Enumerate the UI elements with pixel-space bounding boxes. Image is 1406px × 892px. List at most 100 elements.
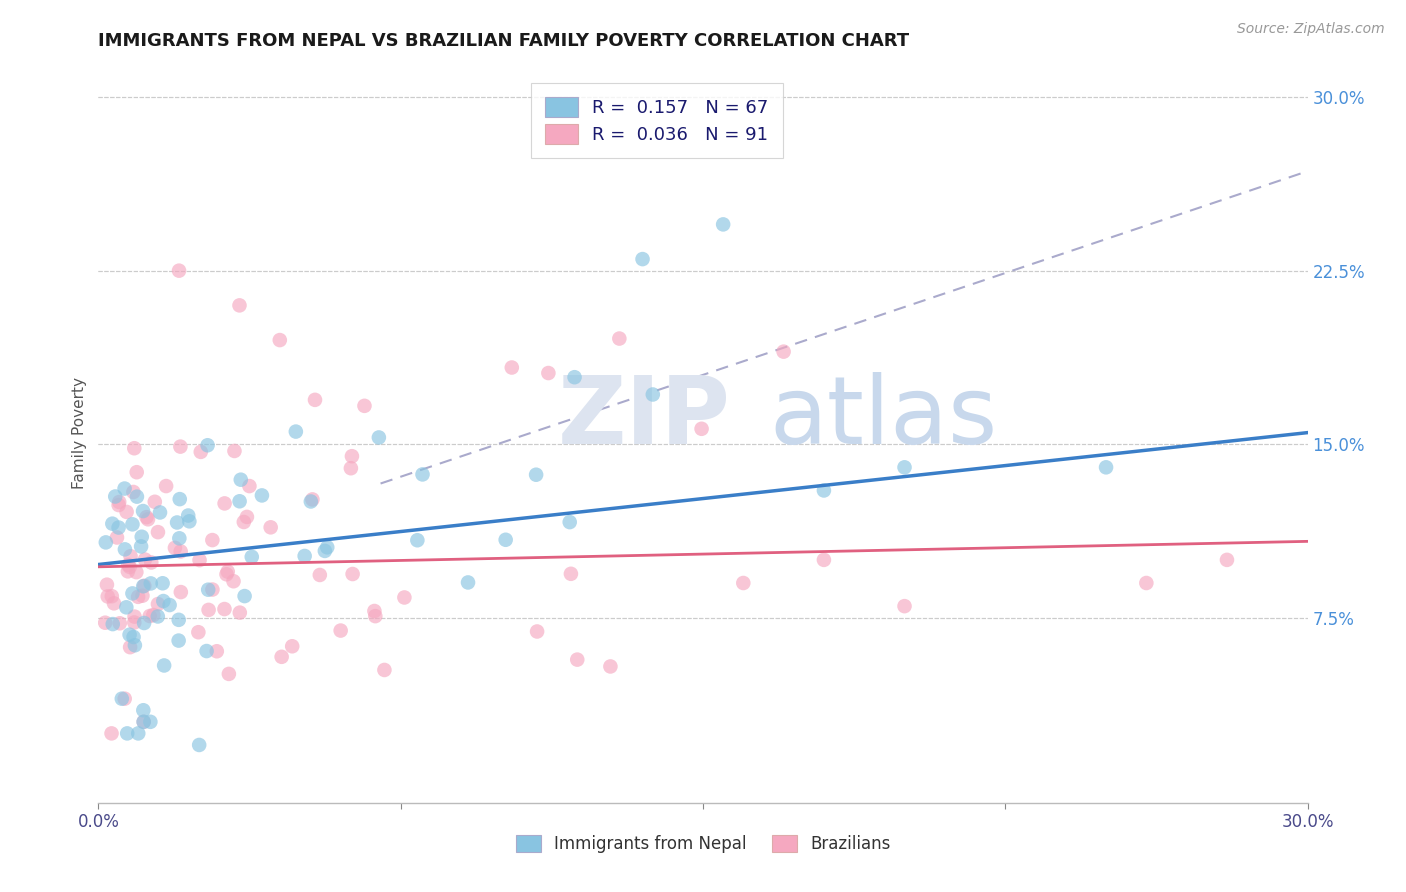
Point — [139, 714, 162, 729]
Text: ZIP: ZIP — [558, 372, 731, 464]
Point — [270, 649, 292, 664]
Point — [222, 574, 245, 589]
Point — [201, 533, 224, 547]
Point — [111, 691, 134, 706]
Point — [269, 333, 291, 347]
Point — [139, 576, 162, 591]
Point — [142, 607, 165, 622]
Point — [124, 638, 146, 652]
Point — [304, 392, 326, 407]
Point — [141, 556, 163, 570]
Point — [100, 726, 122, 740]
Point — [134, 552, 156, 566]
Point — [218, 666, 240, 681]
Point — [772, 344, 794, 359]
Point — [121, 586, 143, 600]
Point — [394, 591, 416, 605]
Point — [177, 508, 200, 523]
Point — [197, 438, 219, 452]
Point — [146, 609, 169, 624]
Point — [188, 553, 211, 567]
Point — [149, 505, 172, 519]
Point — [188, 738, 211, 752]
Point — [340, 461, 363, 475]
Point — [599, 659, 621, 673]
Point — [170, 544, 193, 558]
Point — [236, 509, 259, 524]
Point — [893, 599, 915, 614]
Point — [105, 531, 128, 545]
Point — [284, 425, 307, 439]
Point — [412, 467, 434, 482]
Point — [197, 603, 219, 617]
Point — [537, 366, 560, 380]
Point — [294, 549, 316, 563]
Point — [1216, 553, 1239, 567]
Point — [163, 541, 186, 555]
Point — [132, 714, 155, 729]
Point — [813, 483, 835, 498]
Point — [733, 576, 755, 591]
Point — [363, 604, 385, 618]
Text: IMMIGRANTS FROM NEPAL VS BRAZILIAN FAMILY POVERTY CORRELATION CHART: IMMIGRANTS FROM NEPAL VS BRAZILIAN FAMIL… — [98, 32, 910, 50]
Point — [153, 658, 176, 673]
Point — [132, 714, 155, 729]
Point — [169, 492, 191, 507]
Point — [152, 594, 174, 608]
Point — [893, 460, 915, 475]
Point — [94, 535, 117, 549]
Point — [124, 609, 146, 624]
Point — [187, 625, 209, 640]
Point — [108, 616, 131, 631]
Point — [107, 498, 129, 512]
Point — [190, 445, 212, 459]
Point — [129, 540, 152, 554]
Point — [560, 566, 582, 581]
Point — [228, 298, 250, 312]
Point — [132, 504, 155, 518]
Point — [641, 387, 664, 401]
Point — [215, 567, 238, 582]
Point — [125, 465, 148, 479]
Point — [101, 617, 124, 632]
Point — [120, 640, 142, 655]
Point — [195, 644, 218, 658]
Point — [117, 565, 139, 579]
Point — [179, 514, 201, 528]
Point — [152, 576, 174, 591]
Text: Source: ZipAtlas.com: Source: ZipAtlas.com — [1237, 22, 1385, 37]
Point — [132, 579, 155, 593]
Point — [108, 495, 131, 509]
Point — [281, 640, 304, 654]
Point — [367, 430, 389, 444]
Point — [134, 579, 156, 593]
Point — [217, 565, 239, 579]
Point — [159, 598, 181, 612]
Point — [115, 505, 138, 519]
Point — [103, 596, 125, 610]
Point — [169, 531, 191, 545]
Point — [457, 575, 479, 590]
Point — [495, 533, 517, 547]
Point — [233, 589, 256, 603]
Point — [166, 516, 188, 530]
Point — [260, 520, 283, 534]
Point — [132, 703, 155, 717]
Point — [240, 549, 263, 564]
Point — [329, 624, 352, 638]
Point — [94, 615, 117, 630]
Point — [96, 577, 118, 591]
Point — [299, 494, 322, 508]
Point — [114, 542, 136, 557]
Point — [224, 444, 246, 458]
Point — [122, 485, 145, 500]
Point — [364, 609, 387, 624]
Point — [120, 549, 142, 564]
Point — [205, 644, 228, 658]
Point — [301, 492, 323, 507]
Point — [167, 263, 190, 277]
Point — [564, 370, 586, 384]
Point — [373, 663, 395, 677]
Point — [121, 517, 143, 532]
Point — [526, 624, 548, 639]
